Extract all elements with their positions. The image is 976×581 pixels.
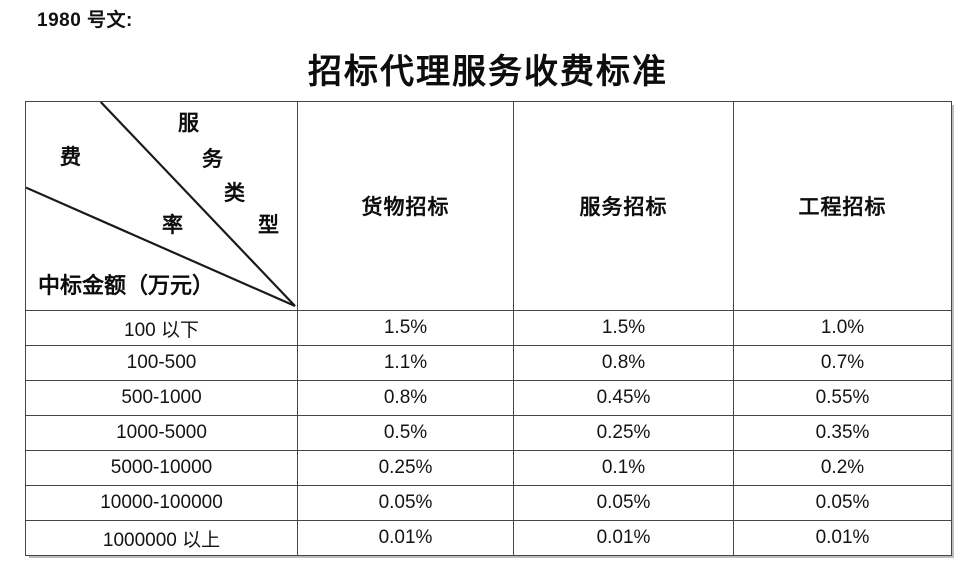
rate-value: 0.35%: [733, 415, 952, 451]
rate-value: 0.1%: [513, 450, 734, 486]
row-label: 5000-10000: [25, 450, 298, 486]
doc-number-label: 1980 号文:: [37, 10, 133, 31]
rate-value: 0.01%: [297, 520, 514, 556]
table-row: 100-500 1.1% 0.8% 0.7%: [25, 345, 952, 381]
service-type-char: 服: [178, 110, 199, 135]
diagonal-lines: [26, 102, 296, 308]
fee-rate-char: 率: [162, 212, 183, 237]
row-label: 10000-100000: [25, 485, 298, 521]
table-row: 10000-100000 0.05% 0.05% 0.05%: [25, 485, 952, 521]
table-row: 500-1000 0.8% 0.45% 0.55%: [25, 380, 952, 416]
service-type-char: 务: [202, 146, 223, 171]
rate-value: 0.8%: [513, 345, 734, 381]
rate-value: 0.45%: [513, 380, 734, 416]
row-label: 1000000 以上: [25, 520, 298, 556]
table-row: 1000000 以上 0.01% 0.01% 0.01%: [25, 520, 952, 556]
rate-value: 1.1%: [297, 345, 514, 381]
column-header-goods: 货物招标: [297, 101, 514, 311]
row-label: 100-500: [25, 345, 298, 381]
rate-value: 0.05%: [297, 485, 514, 521]
rate-value: 0.2%: [733, 450, 952, 486]
service-type-char: 类: [224, 180, 245, 205]
diagonal-line-upper: [99, 102, 296, 307]
rate-value: 1.5%: [513, 310, 734, 346]
rate-value: 0.55%: [733, 380, 952, 416]
diagonal-header-cell: 服 务 类 型 费 率 中标金额（万元）: [25, 101, 298, 311]
rate-value: 0.8%: [297, 380, 514, 416]
table-row: 5000-10000 0.25% 0.1% 0.2%: [25, 450, 952, 486]
column-header-engineering: 工程招标: [733, 101, 952, 311]
rate-value: 1.5%: [297, 310, 514, 346]
rate-value: 0.05%: [513, 485, 734, 521]
row-label: 500-1000: [25, 380, 298, 416]
rate-value: 0.01%: [513, 520, 734, 556]
rate-value: 0.25%: [513, 415, 734, 451]
service-type-char: 型: [258, 212, 279, 237]
diagonal-line-lower: [26, 186, 296, 308]
page-title: 招标代理服务收费标准: [308, 52, 668, 92]
table-row: 1000-5000 0.5% 0.25% 0.35%: [25, 415, 952, 451]
table-row: 100 以下 1.5% 1.5% 1.0%: [25, 310, 952, 346]
rate-value: 0.01%: [733, 520, 952, 556]
bid-amount-axis-label: 中标金额（万元）: [38, 273, 215, 299]
rate-value: 0.05%: [733, 485, 952, 521]
row-label: 100 以下: [25, 310, 298, 346]
row-label: 1000-5000: [25, 415, 298, 451]
column-header-service: 服务招标: [513, 101, 734, 311]
rate-value: 1.0%: [733, 310, 952, 346]
rate-value: 0.5%: [297, 415, 514, 451]
fee-standard-table: 服 务 类 型 费 率 中标金额（万元） 货物招标 服务招标 工程招标 100 …: [25, 101, 952, 556]
rate-value: 0.7%: [733, 345, 952, 381]
fee-rate-char: 费: [60, 144, 81, 169]
rate-value: 0.25%: [297, 450, 514, 486]
table-header-row: 服 务 类 型 费 率 中标金额（万元） 货物招标 服务招标 工程招标: [25, 101, 952, 311]
